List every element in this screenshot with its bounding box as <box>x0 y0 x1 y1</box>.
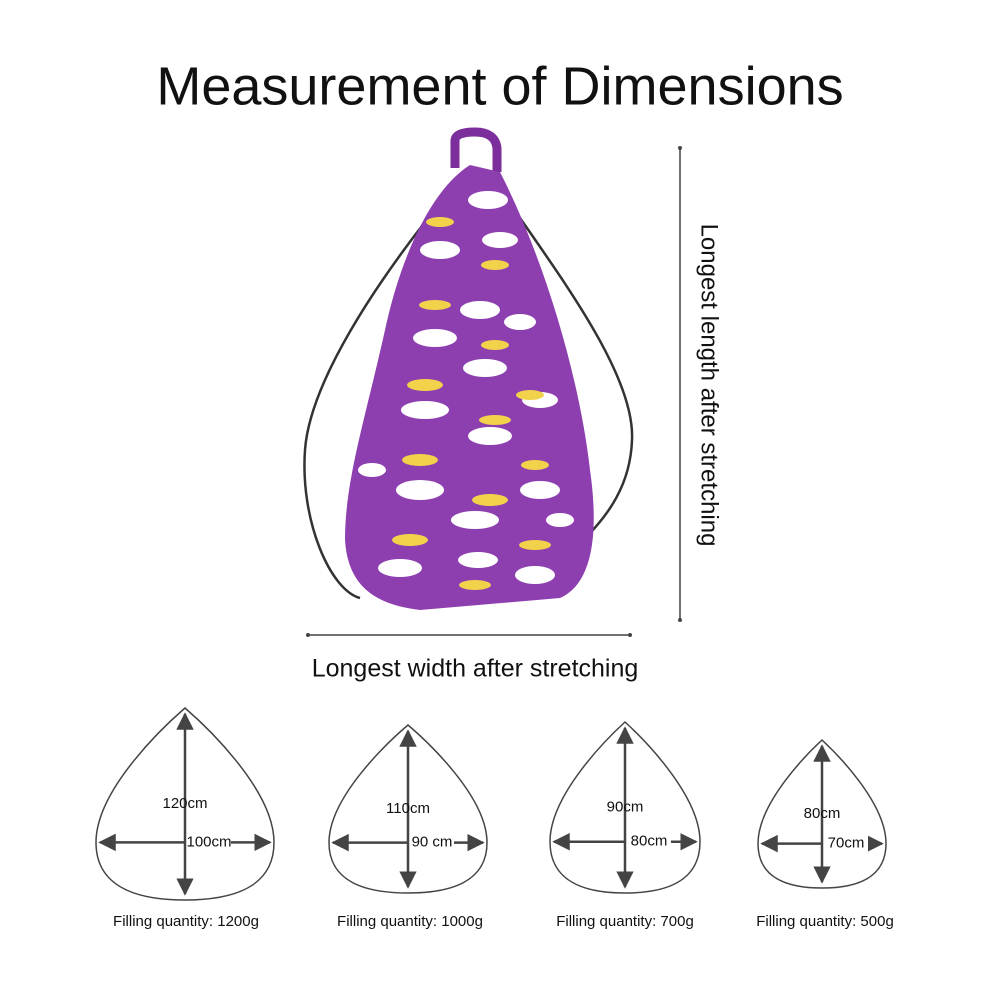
width-label: 70cm <box>828 835 865 852</box>
width-label-bg <box>410 833 454 852</box>
bag-illustration <box>303 127 634 610</box>
width-label-bg <box>627 832 671 851</box>
filling-label: Filling quantity: 500g <box>756 913 894 930</box>
width-label-bg <box>187 833 231 852</box>
drop-outline <box>328 724 488 894</box>
drop-outline <box>95 707 275 901</box>
height-label: 120cm <box>162 795 207 812</box>
width-label: 90 cm <box>412 834 453 851</box>
width-label: Longest width after stretching <box>312 655 639 683</box>
width-label: 100cm <box>186 833 231 850</box>
length-label: Longest length after stretching <box>696 224 723 547</box>
filling-label: Filling quantity: 1000g <box>337 913 483 930</box>
drop-outline <box>549 720 701 894</box>
height-label: 110cm <box>386 800 430 817</box>
drop-outline <box>757 738 887 889</box>
filling-label: Filling quantity: 1200g <box>113 913 259 930</box>
size-diagrams: 120cm 100cm Filling quantity: 1200g 110cm 90… <box>95 707 894 930</box>
filling-label: Filling quantity: 700g <box>556 913 694 930</box>
height-label: 90cm <box>607 798 644 815</box>
width-label: 80cm <box>631 833 668 850</box>
width-label-bg <box>824 834 868 853</box>
height-label: 80cm <box>804 805 841 822</box>
title: Measurement of Dimensions <box>156 56 843 116</box>
